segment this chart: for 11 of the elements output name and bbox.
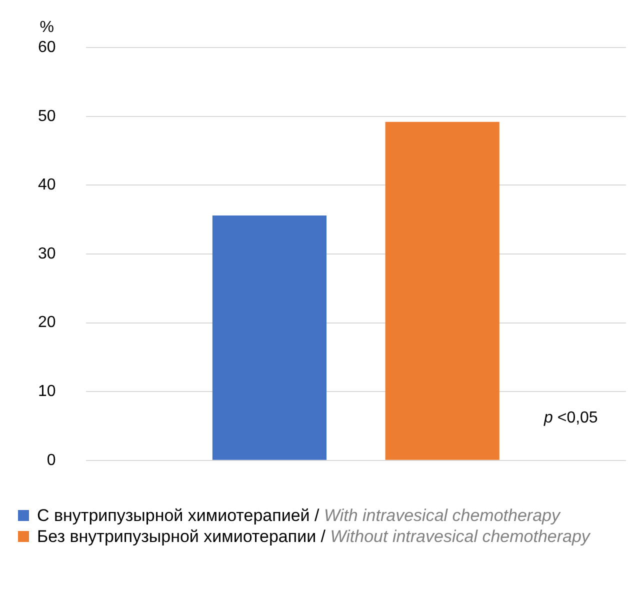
annotation: p <0,05: [543, 409, 598, 426]
legend-label: С внутрипузырной химиотерапией / With intravesical chemotherapy: [37, 506, 562, 525]
y-tick-label: 50: [38, 108, 56, 125]
y-tick-label: 60: [38, 39, 56, 56]
y-tick-label: 0: [46, 452, 56, 469]
y-tick-label: 40: [38, 176, 56, 194]
y-tick-label: 30: [38, 245, 56, 262]
y-axis-title: %: [40, 19, 54, 36]
y-tick-label: 10: [38, 383, 56, 400]
legend-label: Без внутрипузырной химиотерапии / Without intravesical chemotherapy: [37, 527, 592, 546]
y-tick-label: 20: [38, 314, 56, 332]
